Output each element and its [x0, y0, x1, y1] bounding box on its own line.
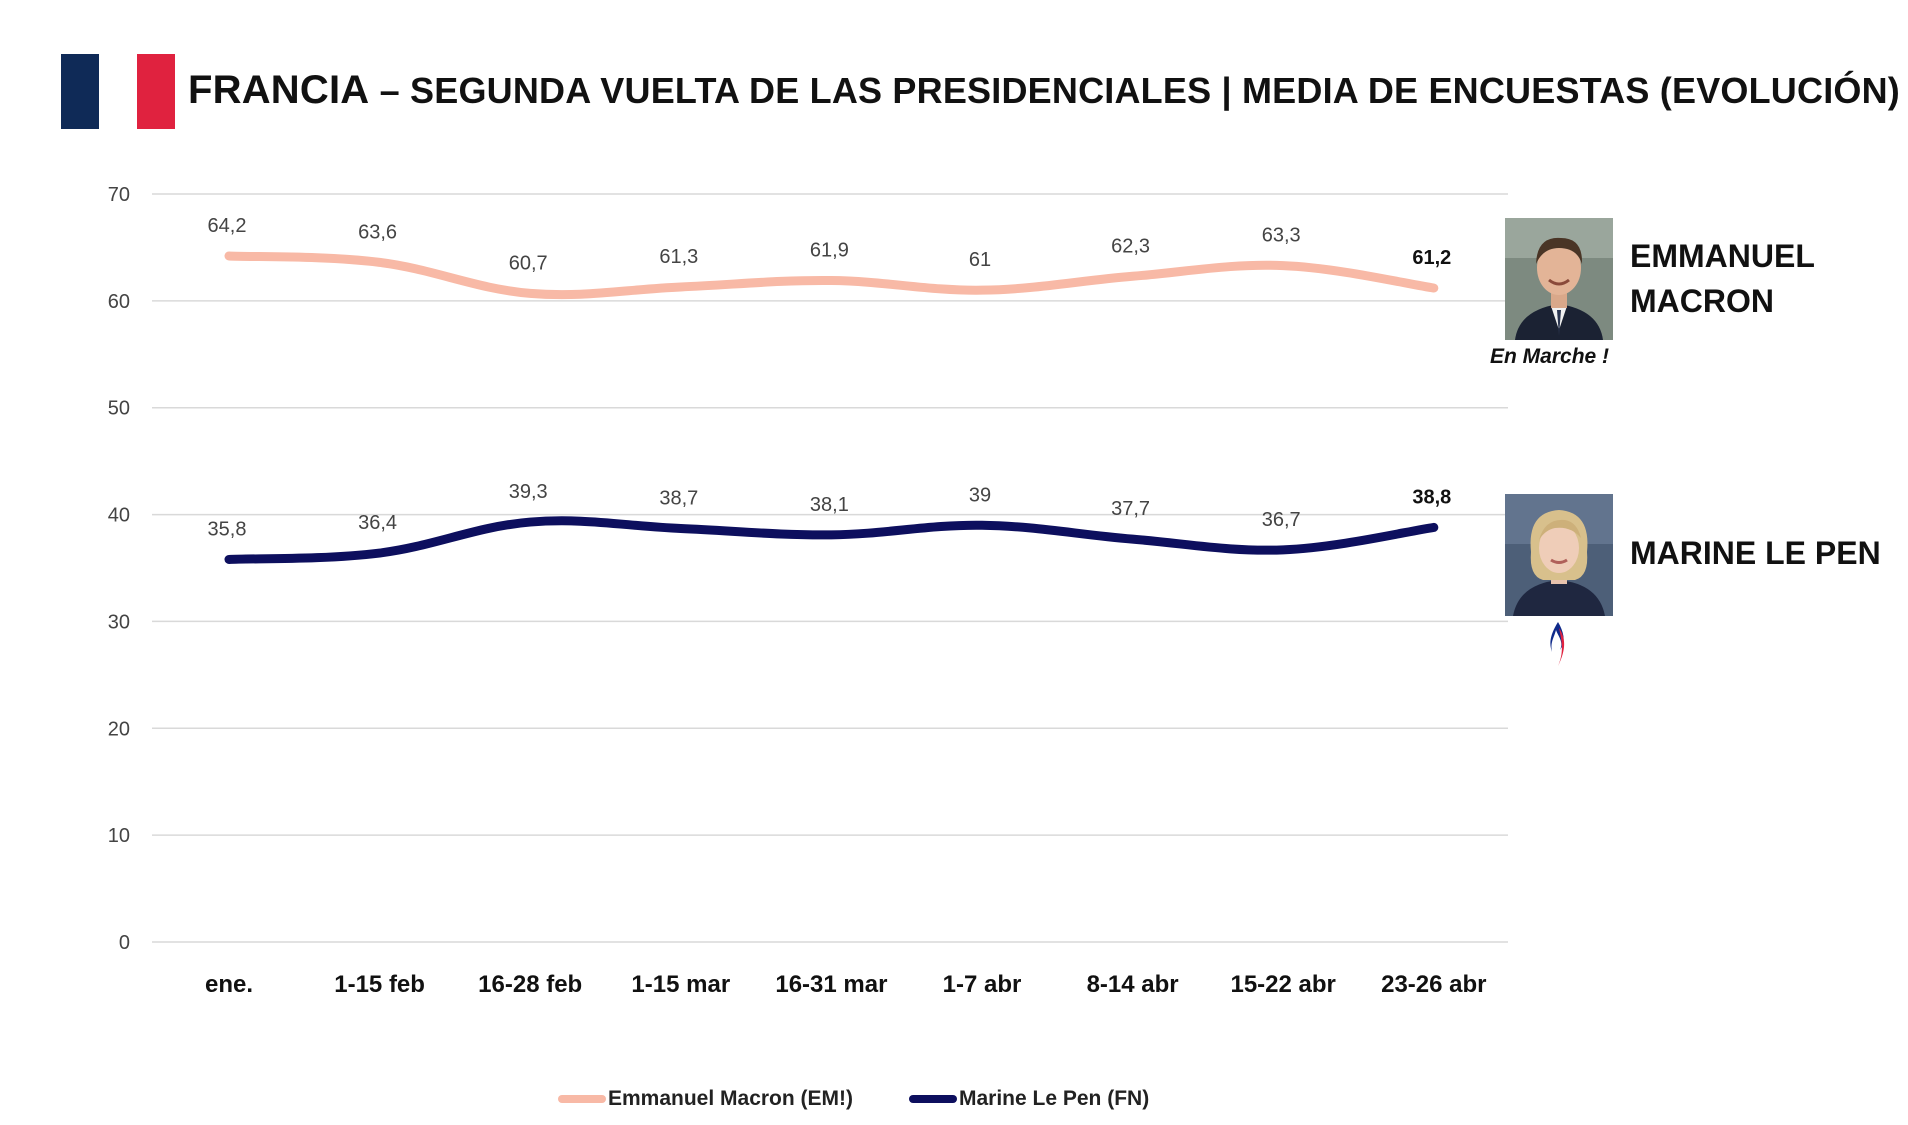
x-tick-label-7: 15-22 abr [1230, 971, 1335, 998]
legend-label-macron: Emmanuel Macron (EM!) [608, 1087, 854, 1110]
data-label-macron-7: 63,3 [1262, 225, 1301, 247]
x-tick-label-5: 1-7 abr [943, 971, 1022, 998]
en-marche-label: En Marche ! [1490, 345, 1610, 368]
data-label-macron-2: 60,7 [509, 252, 548, 274]
data-label-macron-0: 64,2 [208, 215, 247, 237]
france-flag-icon [61, 54, 175, 129]
legend-swatch-le-pen [909, 1095, 957, 1103]
legend-item-le-pen: Marine Le Pen (FN) [909, 1087, 1149, 1111]
legend-swatch-macron [558, 1095, 606, 1103]
flame-icon [1548, 620, 1568, 673]
data-label-le-pen-4: 38,1 [810, 494, 849, 516]
y-tick-label-40: 40 [108, 505, 130, 527]
x-tick-label-3: 1-15 mar [631, 971, 730, 998]
legend-item-macron: Emmanuel Macron (EM!) [558, 1087, 853, 1111]
macron-name-line1: EMMANUEL [1630, 238, 1815, 274]
data-label-macron-1: 63,6 [358, 221, 397, 243]
macron-name-line2: MACRON [1630, 283, 1774, 319]
title-main: FRANCIA [188, 68, 370, 112]
data-label-macron-4: 61,9 [810, 240, 849, 262]
data-label-le-pen-7: 36,7 [1262, 509, 1301, 531]
macron-photo [1505, 218, 1613, 340]
x-tick-label-8: 23-26 abr [1381, 971, 1486, 998]
y-tick-label-0: 0 [119, 932, 130, 954]
data-label-le-pen-1: 36,4 [358, 512, 397, 534]
x-tick-label-4: 16-31 mar [775, 971, 887, 998]
series-line-macron [224, 251, 1439, 300]
le-pen-name: MARINE LE PEN [1630, 535, 1881, 571]
x-tick-label-1: 1-15 feb [334, 971, 425, 998]
data-label-le-pen-2: 39,3 [509, 481, 548, 503]
x-tick-label-6: 8-14 abr [1087, 971, 1179, 998]
data-label-le-pen-8: 38,8 [1412, 486, 1451, 508]
y-tick-label-50: 50 [108, 398, 130, 420]
data-label-le-pen-6: 37,7 [1111, 498, 1150, 520]
title-rest: – SEGUNDA VUELTA DE LAS PRESIDENCIALES |… [369, 70, 1900, 111]
macron-name: EMMANUEL MACRON [1630, 234, 1815, 324]
x-tick-label-0: ene. [205, 971, 253, 998]
data-label-macron-6: 62,3 [1111, 235, 1150, 257]
flag-white-stripe [99, 54, 137, 129]
data-label-le-pen-5: 39 [969, 484, 991, 506]
y-tick-label-70: 70 [108, 184, 130, 206]
flag-blue-stripe [61, 54, 99, 129]
data-label-macron-3: 61,3 [659, 246, 698, 268]
page-title: FRANCIA – SEGUNDA VUELTA DE LAS PRESIDEN… [188, 68, 1900, 113]
x-tick-label-2: 16-28 feb [478, 971, 582, 998]
le-pen-photo [1505, 494, 1613, 616]
y-tick-label-10: 10 [108, 825, 130, 847]
data-label-le-pen-0: 35,8 [208, 518, 247, 540]
data-label-macron-8: 61,2 [1412, 247, 1451, 269]
data-label-le-pen-3: 38,7 [659, 487, 698, 509]
flag-red-stripe [137, 54, 175, 129]
y-tick-label-20: 20 [108, 718, 130, 740]
y-tick-label-30: 30 [108, 611, 130, 633]
y-tick-label-60: 60 [108, 291, 130, 313]
data-label-macron-5: 61 [969, 249, 991, 271]
legend-label-le-pen: Marine Le Pen (FN) [959, 1087, 1150, 1110]
series-line-le-pen [224, 516, 1439, 564]
